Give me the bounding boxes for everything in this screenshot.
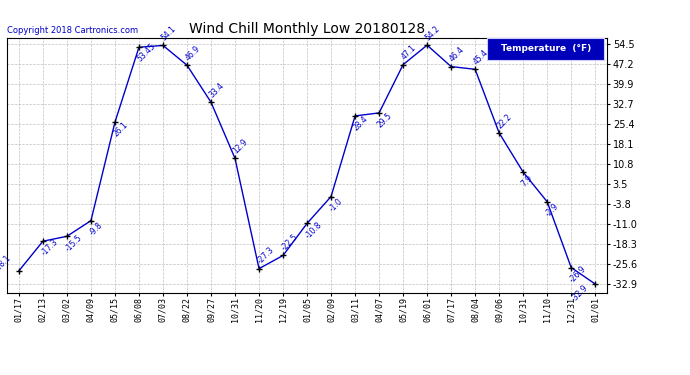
Title: Wind Chill Monthly Low 20180128: Wind Chill Monthly Low 20180128 <box>189 22 425 36</box>
Text: 53.45: 53.45 <box>135 42 157 64</box>
Text: -28.1: -28.1 <box>0 254 13 274</box>
Text: 26.1: 26.1 <box>111 121 130 139</box>
Text: -32.9: -32.9 <box>569 283 590 303</box>
Text: 46.4: 46.4 <box>448 45 466 64</box>
Text: 54.2: 54.2 <box>424 24 442 42</box>
Text: -17.3: -17.3 <box>39 238 59 258</box>
Text: 46.9: 46.9 <box>184 44 201 62</box>
Text: 22.2: 22.2 <box>495 112 513 130</box>
Text: -10.8: -10.8 <box>304 220 324 240</box>
Text: 54.1: 54.1 <box>159 24 178 43</box>
Text: -9.8: -9.8 <box>88 220 104 237</box>
Text: -15.5: -15.5 <box>63 233 83 253</box>
Text: 45.4: 45.4 <box>471 48 490 66</box>
Text: 29.5: 29.5 <box>375 111 394 130</box>
Text: 12.9: 12.9 <box>231 137 250 156</box>
Text: -2.9: -2.9 <box>544 202 560 218</box>
Text: 33.4: 33.4 <box>208 81 226 99</box>
Text: Copyright 2018 Cartronics.com: Copyright 2018 Cartronics.com <box>7 26 138 35</box>
Text: -26.9: -26.9 <box>568 264 588 284</box>
Text: -27.3: -27.3 <box>255 246 276 266</box>
Text: 28.4: 28.4 <box>351 114 370 133</box>
Text: -22.5: -22.5 <box>279 232 299 253</box>
Text: -1.0: -1.0 <box>328 196 344 213</box>
Text: 47.1: 47.1 <box>400 44 418 62</box>
Text: 7.9: 7.9 <box>520 174 535 189</box>
